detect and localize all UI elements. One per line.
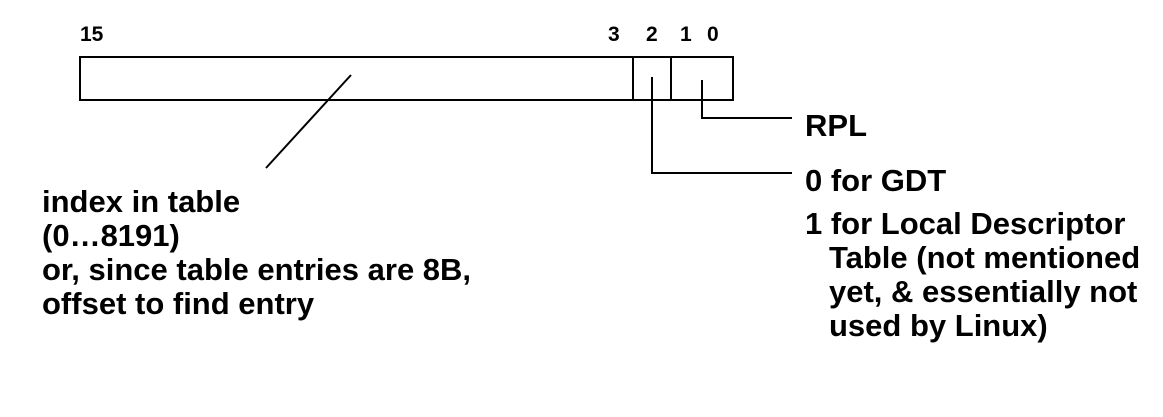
- bit-number-1: 1: [680, 23, 692, 46]
- rpl-label: RPL: [805, 108, 867, 143]
- bit-number-3: 3: [608, 23, 620, 46]
- index-line: index in table: [42, 184, 241, 219]
- index-description: index in table (0…8191) or, since table …: [42, 185, 471, 321]
- ldt-line: yet, & essentially not: [829, 274, 1138, 309]
- ldt-line: Table (not mentioned: [829, 240, 1141, 275]
- ldt-description: 1 for Local Descriptor Table (not mentio…: [805, 207, 1140, 343]
- index-line: (0…8191): [42, 218, 180, 253]
- bit-number-0: 0: [707, 23, 719, 46]
- rpl-leader-line: [701, 80, 792, 119]
- index-leader-line: [265, 74, 352, 169]
- index-line: or, since table entries are 8B,: [42, 252, 472, 287]
- selector-register-box: [79, 56, 734, 101]
- ldt-line: used by Linux): [829, 308, 1048, 343]
- bit-number-15: 15: [80, 23, 104, 46]
- index-line: offset to find entry: [42, 286, 315, 321]
- bit-number-2: 2: [646, 23, 658, 46]
- ti-leader-line: [651, 77, 792, 174]
- ldt-line: 1 for Local Descriptor: [805, 206, 1126, 241]
- gdt-label: 0 for GDT: [805, 163, 947, 198]
